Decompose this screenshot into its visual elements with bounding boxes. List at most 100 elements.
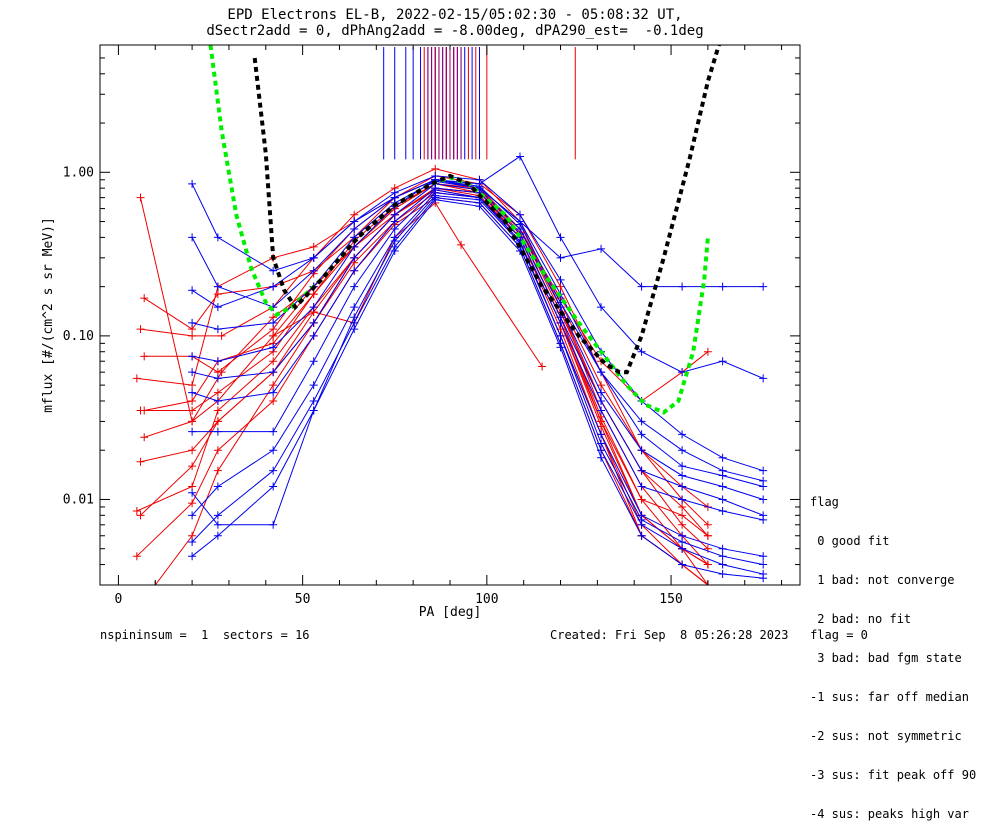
data-point — [703, 531, 712, 540]
data-point — [637, 282, 646, 291]
footer-left: nspininsum = 1 sectors = 16 — [100, 628, 310, 642]
data-point — [718, 495, 727, 504]
flag-legend-item: -3 sus: fit peak off 90 — [810, 768, 977, 782]
data-point — [678, 446, 687, 455]
data-point — [136, 511, 145, 520]
footer-right: Created: Fri Sep 8 05:26:28 2023 flag = … — [550, 628, 868, 642]
data-point — [269, 446, 278, 455]
data-point — [213, 520, 222, 529]
data-point — [678, 495, 687, 504]
series-line — [136, 197, 709, 585]
data-point — [718, 282, 727, 291]
data-point — [718, 466, 727, 475]
flag-legend-item: -4 sus: peaks high var — [810, 807, 969, 821]
data-point — [213, 406, 222, 415]
series-line — [191, 183, 764, 500]
data-point — [678, 368, 687, 377]
data-point — [188, 179, 197, 188]
data-point — [269, 520, 278, 529]
data-point — [718, 453, 727, 462]
x-tick-label: 0 — [115, 592, 123, 607]
data-point — [213, 466, 222, 475]
data-point — [390, 188, 399, 197]
data-point — [703, 520, 712, 529]
data-point — [350, 303, 359, 312]
data-point — [213, 357, 222, 366]
data-point — [188, 286, 197, 295]
y-tick-label: 0.10 — [63, 329, 94, 344]
data-point — [597, 453, 606, 462]
data-point — [759, 476, 768, 485]
data-point — [538, 362, 547, 371]
data-point — [217, 331, 226, 340]
data-point — [678, 502, 687, 511]
data-point — [390, 225, 399, 234]
data-point — [678, 482, 687, 491]
data-point — [457, 240, 466, 249]
data-point — [718, 544, 727, 553]
data-point — [188, 368, 197, 377]
data-point — [309, 331, 318, 340]
data-point — [597, 381, 606, 390]
data-point — [213, 325, 222, 334]
data-point — [269, 318, 278, 327]
data-point — [269, 396, 278, 405]
data-point — [309, 253, 318, 262]
data-point — [759, 574, 768, 583]
data-point — [678, 511, 687, 520]
data-point — [213, 531, 222, 540]
data-point — [188, 388, 197, 397]
data-point — [269, 331, 278, 340]
data-point — [678, 560, 687, 569]
flag-legend-item: -2 sus: not symmetric — [810, 729, 962, 743]
data-point — [309, 303, 318, 312]
data-point — [597, 303, 606, 312]
data-point — [637, 515, 646, 524]
data-point — [269, 427, 278, 436]
data-point — [136, 325, 145, 334]
x-tick-label: 100 — [475, 592, 498, 607]
data-point — [475, 175, 484, 184]
data-point — [431, 171, 440, 180]
data-point — [188, 318, 197, 327]
data-point — [136, 193, 145, 202]
data-point — [309, 242, 318, 251]
data-point — [350, 325, 359, 334]
data-point — [637, 482, 646, 491]
series-line — [191, 195, 764, 566]
data-point — [132, 552, 141, 561]
data-point — [390, 210, 399, 219]
data-point — [759, 374, 768, 383]
data-point — [678, 462, 687, 471]
fit-curve-black — [252, 45, 721, 375]
data-point — [556, 282, 565, 291]
data-point — [188, 406, 197, 415]
data-point — [431, 164, 440, 173]
flag-legend-item: 3 bad: bad fgm state — [810, 651, 962, 665]
data-point — [188, 352, 197, 361]
data-point — [678, 282, 687, 291]
data-point — [188, 499, 197, 508]
data-point — [188, 381, 197, 390]
data-point — [678, 520, 687, 529]
data-point — [390, 217, 399, 226]
data-point — [350, 217, 359, 226]
data-point — [718, 357, 727, 366]
flag-legend-item: -1 sus: far off median — [810, 690, 969, 704]
data-point — [678, 544, 687, 553]
series-line — [191, 192, 764, 557]
data-point — [718, 570, 727, 579]
x-axis-label: PA [deg] — [419, 605, 482, 620]
data-point — [718, 482, 727, 491]
data-point — [188, 396, 197, 405]
data-point — [556, 253, 565, 262]
data-point — [597, 430, 606, 439]
flag-legend: flag 0 good fit 1 bad: not converge 2 ba… — [810, 470, 976, 834]
data-point — [140, 294, 149, 303]
series-line — [191, 187, 764, 516]
data-point — [213, 427, 222, 436]
data-point — [759, 560, 768, 569]
series-line — [154, 187, 709, 585]
data-point — [556, 275, 565, 284]
data-point — [309, 381, 318, 390]
